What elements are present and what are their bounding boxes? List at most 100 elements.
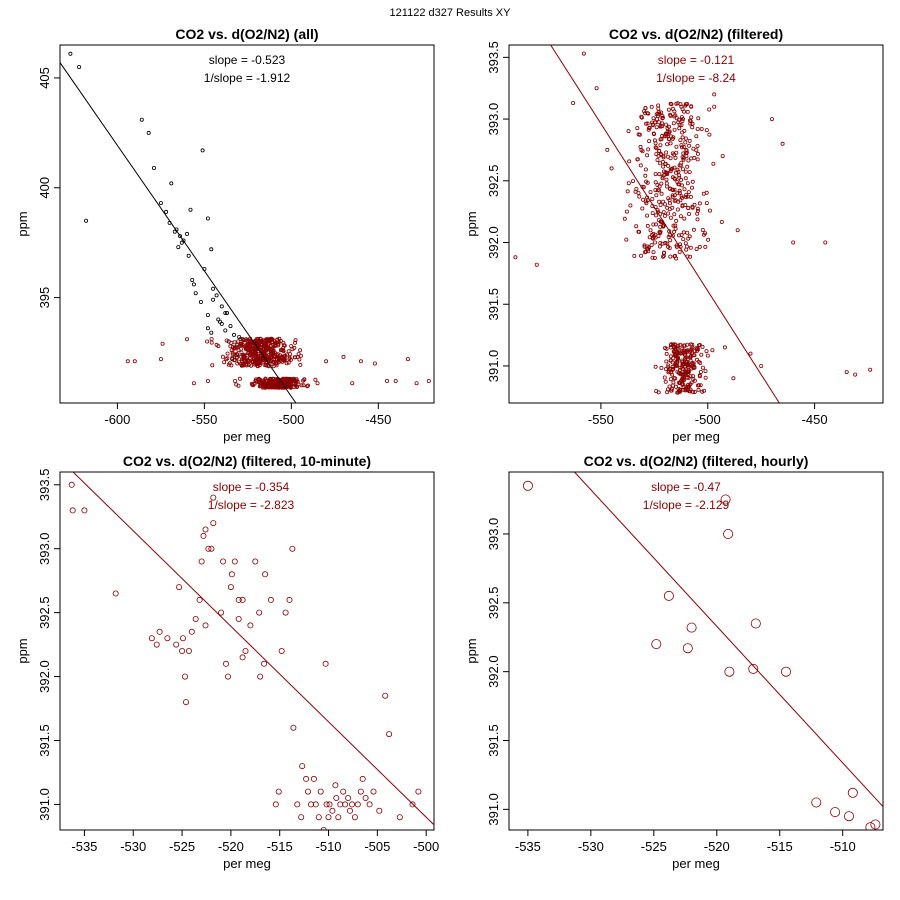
data-point — [660, 114, 665, 119]
data-point — [677, 188, 682, 193]
series-3 — [233, 376, 318, 390]
data-point — [811, 797, 822, 808]
data-point — [210, 363, 215, 368]
data-point — [219, 304, 224, 309]
data-point — [278, 648, 285, 655]
data-point — [672, 127, 677, 132]
data-point — [251, 340, 256, 345]
data-point — [678, 371, 683, 376]
data-point — [670, 151, 675, 156]
data-point — [181, 238, 186, 243]
data-point — [697, 342, 702, 347]
data-point — [657, 172, 662, 177]
data-point — [697, 244, 702, 249]
x-axis: -535 -530 -525 -520 -515 -510 -505 -500 — [71, 829, 439, 854]
data-point — [624, 237, 629, 242]
data-point — [683, 176, 688, 181]
data-point — [672, 229, 677, 234]
data-point — [719, 219, 724, 224]
data-point — [691, 374, 696, 379]
data-point — [707, 208, 712, 213]
data-point — [323, 801, 330, 808]
data-point — [637, 132, 642, 137]
data-point — [624, 209, 629, 214]
data-point — [690, 179, 695, 184]
data-point — [235, 596, 242, 603]
data-point — [239, 342, 244, 347]
data-point — [233, 352, 238, 357]
data-point — [139, 117, 144, 122]
data-point — [340, 788, 347, 795]
data-point — [699, 127, 704, 132]
data-point — [679, 115, 684, 120]
data-point — [275, 788, 282, 795]
data-point — [686, 382, 691, 387]
inverse-slope-label: 1/slope = -1.912 — [204, 71, 291, 85]
data-point — [698, 383, 703, 388]
data-point — [254, 362, 259, 367]
data-point — [847, 787, 858, 798]
data-point — [659, 219, 664, 224]
data-point — [164, 635, 171, 642]
data-point — [146, 130, 151, 135]
data-point — [281, 340, 286, 345]
data-point — [700, 389, 705, 394]
data-point — [688, 358, 693, 363]
data-point — [695, 157, 700, 162]
data-point — [265, 363, 270, 368]
data-point — [658, 124, 663, 129]
data-point — [685, 388, 690, 393]
data-point — [251, 349, 256, 354]
data-point — [239, 346, 244, 351]
data-point — [637, 194, 642, 199]
data-point — [675, 180, 680, 185]
y-tick-label: 392.0 — [486, 226, 501, 259]
x-tick-label: -500 — [278, 412, 304, 427]
data-point — [237, 376, 242, 381]
data-point — [680, 167, 685, 172]
data-point — [188, 207, 193, 212]
data-point — [362, 795, 369, 802]
data-point — [670, 106, 675, 111]
data-point — [662, 250, 667, 255]
data-point — [299, 383, 304, 388]
data-point — [224, 310, 229, 315]
data-point — [694, 247, 699, 252]
data-point — [282, 609, 289, 616]
data-point — [653, 364, 658, 369]
data-point — [678, 342, 683, 347]
data-point — [216, 317, 221, 322]
data-point — [230, 355, 235, 360]
data-point — [636, 190, 641, 195]
data-point — [69, 507, 76, 514]
data-point — [685, 375, 690, 380]
data-point — [644, 121, 649, 126]
data-point — [232, 357, 237, 362]
data-point — [680, 183, 685, 188]
data-point — [668, 354, 673, 359]
data-point — [691, 227, 696, 232]
data-point — [668, 215, 673, 220]
series-2 — [653, 342, 715, 395]
data-point — [626, 129, 631, 134]
chart-title: CO2 vs. d(O2/N2) (filtered) — [609, 26, 783, 42]
slope-label: slope = -0.47 — [651, 480, 721, 494]
data-point — [697, 373, 702, 378]
data-point — [661, 210, 666, 215]
data-point — [649, 104, 654, 109]
inverse-slope-label: 1/slope = -8.24 — [656, 71, 736, 85]
data-point — [384, 378, 389, 383]
data-point — [674, 144, 679, 149]
data-point — [622, 216, 627, 221]
data-point — [669, 102, 674, 107]
data-point — [680, 135, 685, 140]
data-point — [659, 181, 664, 186]
data-point — [710, 348, 715, 353]
data-point — [164, 209, 169, 214]
data-point — [366, 801, 373, 808]
data-point — [690, 125, 695, 130]
data-point — [202, 526, 209, 533]
data-point — [672, 345, 677, 350]
data-point — [293, 340, 298, 345]
x-tick-label: -520 — [704, 839, 730, 854]
